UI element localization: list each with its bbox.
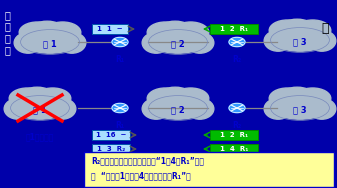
Text: 1  16  −: 1 16 − <box>96 132 126 138</box>
Ellipse shape <box>229 103 245 113</box>
Ellipse shape <box>186 98 214 119</box>
Text: 网 1: 网 1 <box>43 39 57 48</box>
Text: 1  1  −: 1 1 − <box>97 26 123 32</box>
FancyBboxPatch shape <box>92 130 130 140</box>
Ellipse shape <box>147 88 184 109</box>
Ellipse shape <box>158 21 192 39</box>
Ellipse shape <box>22 31 78 53</box>
Ellipse shape <box>264 30 292 51</box>
Ellipse shape <box>142 98 170 119</box>
Text: 1  2  R₁: 1 2 R₁ <box>220 26 248 32</box>
Ellipse shape <box>34 88 71 109</box>
Text: 1  2  R₁: 1 2 R₁ <box>220 132 248 138</box>
Text: R₂: R₂ <box>233 55 242 64</box>
Text: 网 2: 网 2 <box>171 105 185 114</box>
Ellipse shape <box>280 19 314 37</box>
Ellipse shape <box>9 88 45 109</box>
Ellipse shape <box>150 31 206 53</box>
Ellipse shape <box>48 98 76 119</box>
Ellipse shape <box>264 98 292 119</box>
Ellipse shape <box>308 98 336 119</box>
Ellipse shape <box>295 20 331 41</box>
Ellipse shape <box>14 32 42 53</box>
Text: 网 3: 网 3 <box>293 37 307 46</box>
Ellipse shape <box>112 37 128 47</box>
FancyBboxPatch shape <box>92 144 130 154</box>
Ellipse shape <box>4 98 32 119</box>
Ellipse shape <box>21 87 54 105</box>
Ellipse shape <box>44 22 81 43</box>
Ellipse shape <box>30 21 64 39</box>
Ellipse shape <box>150 97 206 119</box>
Text: R₁: R₁ <box>115 55 125 64</box>
Text: 网 2: 网 2 <box>171 39 185 48</box>
FancyBboxPatch shape <box>84 152 334 187</box>
Text: 网 3: 网 3 <box>293 105 307 114</box>
Ellipse shape <box>186 32 214 53</box>
Text: R₂: R₂ <box>233 121 242 130</box>
Ellipse shape <box>229 37 245 47</box>
Ellipse shape <box>308 30 336 51</box>
Text: R₂以后又更新自己的路由表为“1，4，R₁”，表: R₂以后又更新自己的路由表为“1，4，R₁”，表 <box>91 156 204 165</box>
Ellipse shape <box>295 88 331 109</box>
Ellipse shape <box>12 97 68 119</box>
Text: 网1出了故障: 网1出了故障 <box>26 132 54 141</box>
FancyBboxPatch shape <box>210 24 258 34</box>
Text: R₁: R₁ <box>115 121 125 130</box>
Ellipse shape <box>173 22 209 43</box>
Text: 正
常
情
况: 正 常 情 况 <box>4 10 10 55</box>
Ellipse shape <box>19 22 56 43</box>
Ellipse shape <box>58 32 86 53</box>
Text: 1  3  R₂: 1 3 R₂ <box>97 146 125 152</box>
Ellipse shape <box>269 88 306 109</box>
Ellipse shape <box>112 103 128 113</box>
Text: 🖥: 🖥 <box>321 21 329 35</box>
Text: 1  4  R₁: 1 4 R₁ <box>220 146 248 152</box>
Ellipse shape <box>280 87 314 105</box>
Ellipse shape <box>272 97 328 119</box>
Ellipse shape <box>158 87 192 105</box>
Text: 网 1: 网 1 <box>33 105 47 114</box>
FancyBboxPatch shape <box>210 144 258 154</box>
Ellipse shape <box>142 32 170 53</box>
Ellipse shape <box>272 29 328 51</box>
Ellipse shape <box>147 22 184 43</box>
FancyBboxPatch shape <box>92 24 128 34</box>
Ellipse shape <box>269 20 306 41</box>
FancyBboxPatch shape <box>210 130 258 140</box>
Text: 明  “我到网1距离是4，下一跳经过R₁”。: 明 “我到网1距离是4，下一跳经过R₁”。 <box>91 171 191 180</box>
Ellipse shape <box>173 88 209 109</box>
